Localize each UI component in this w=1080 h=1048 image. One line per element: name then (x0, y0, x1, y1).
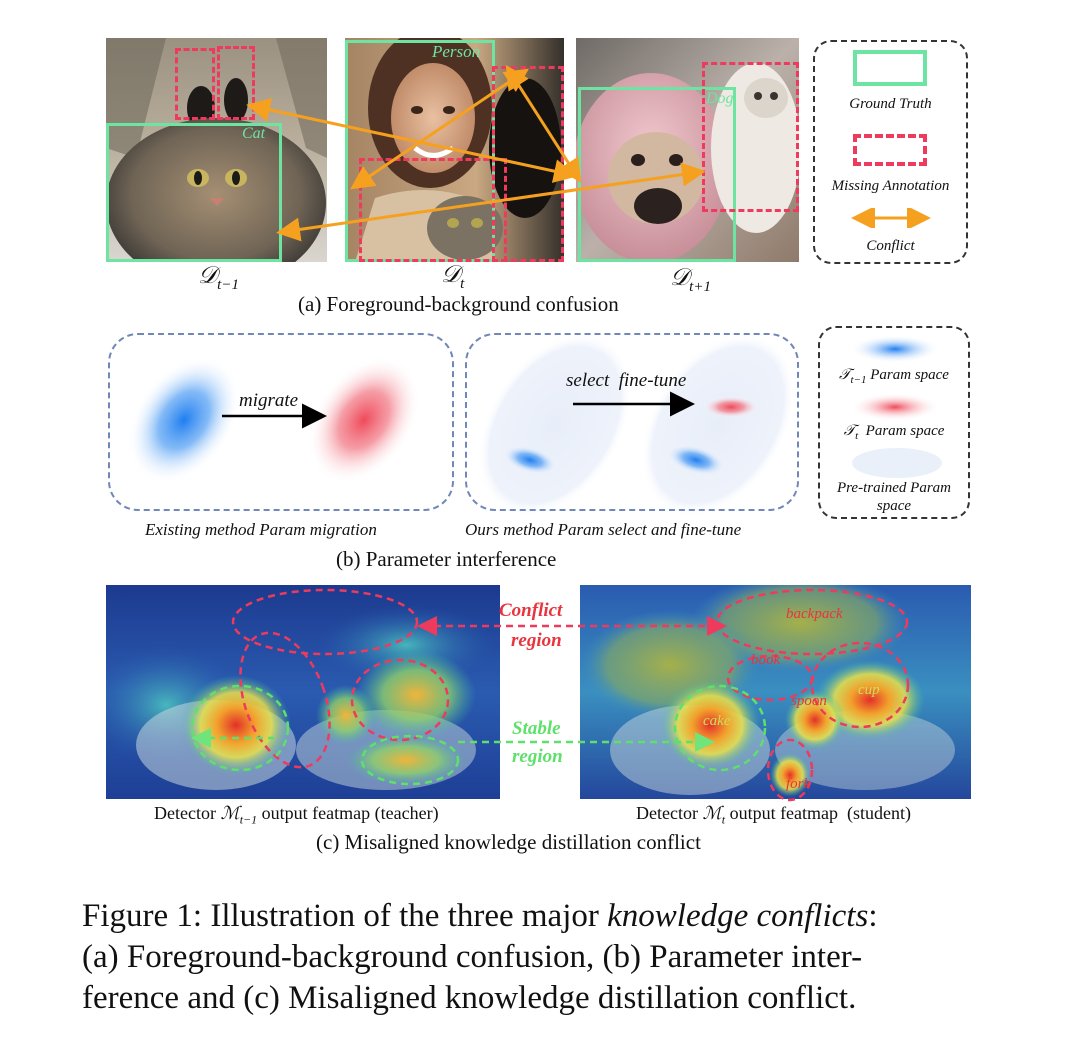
label-dog: Dog (706, 90, 734, 107)
ours-method-caption: Ours method Param select and fine-tune (465, 520, 742, 539)
legend-blue-blob (850, 335, 940, 363)
legend-red-blob (850, 393, 940, 421)
figure-caption-line-3: ference and (c) Misaligned knowledge dis… (82, 980, 857, 1016)
conflict-region-label-1: Conflict (499, 600, 563, 621)
legend-ground-truth-label: Ground Truth (849, 96, 932, 112)
tag-book: book (751, 652, 781, 668)
teacher-caption: Detector ℳt−1 output featmap (teacher) (154, 803, 439, 827)
missing-annotation-box (217, 46, 255, 120)
legend-ground-truth-swatch (853, 50, 927, 86)
missing-annotation-box (175, 48, 215, 120)
legend-pretrained-label-2: space (876, 498, 912, 514)
tag-spoon: spoon (791, 693, 827, 709)
legend-panel-b: 𝒯t−1 Param space 𝒯t Param space Pre-trai… (818, 326, 970, 519)
select-fine-tune-label: select fine-tune (566, 370, 687, 391)
legend-missing-swatch (853, 134, 927, 166)
conflict-region-label-2: region (511, 630, 562, 651)
legend-conflict-arrow (851, 208, 931, 228)
legend-pretrained-label-1: Pre-trained Param (836, 480, 951, 496)
stable-region-label-1: Stable (512, 718, 561, 739)
subcaption-a: (a) Foreground-background confusion (298, 292, 619, 316)
featmap-overlays (190, 588, 910, 802)
tag-cup: cup (858, 682, 880, 698)
figure-caption-line-2: (a) Foreground-background confusion, (b)… (82, 939, 863, 975)
legend-panel-a: Ground Truth Missing Annotation Conflict (813, 40, 968, 264)
legend-conflict-label: Conflict (866, 238, 915, 254)
missing-annotation-box (702, 62, 799, 212)
domain-label-t: 𝒟t (441, 262, 465, 292)
conflict-arrows (246, 64, 706, 242)
domain-label-t-plus-1: 𝒟t+1 (670, 265, 711, 295)
figure-caption-line-1: Figure 1: Illustration of the three majo… (82, 898, 878, 934)
figure-caption: Figure 1: Illustration of the three majo… (82, 896, 1012, 1019)
legend-cur-param-label: 𝒯t Param space (843, 423, 945, 442)
ours-method-box (465, 333, 799, 511)
subcaption-b: (b) Parameter interference (336, 547, 557, 571)
tag-backpack: backpack (786, 606, 843, 622)
migrate-label: migrate (239, 390, 299, 411)
existing-method-caption: Existing method Param migration (145, 520, 377, 539)
tag-cake: cake (703, 713, 731, 729)
label-person: Person (432, 42, 481, 61)
legend-prev-param-label: 𝒯t−1 Param space (839, 367, 949, 386)
existing-method-box (108, 333, 454, 511)
stable-region-label-2: region (512, 746, 563, 767)
legend-missing-label: Missing Annotation (831, 178, 950, 194)
domain-label-t-minus-1: 𝒟t−1 (198, 263, 239, 293)
subcaption-c: (c) Misaligned knowledge distillation co… (316, 830, 701, 854)
student-caption: Detector ℳt output featmap (student) (636, 803, 912, 827)
param-space-illustration (127, 333, 796, 517)
legend-pale-blob (852, 448, 942, 478)
tag-fork: fork (786, 776, 811, 792)
